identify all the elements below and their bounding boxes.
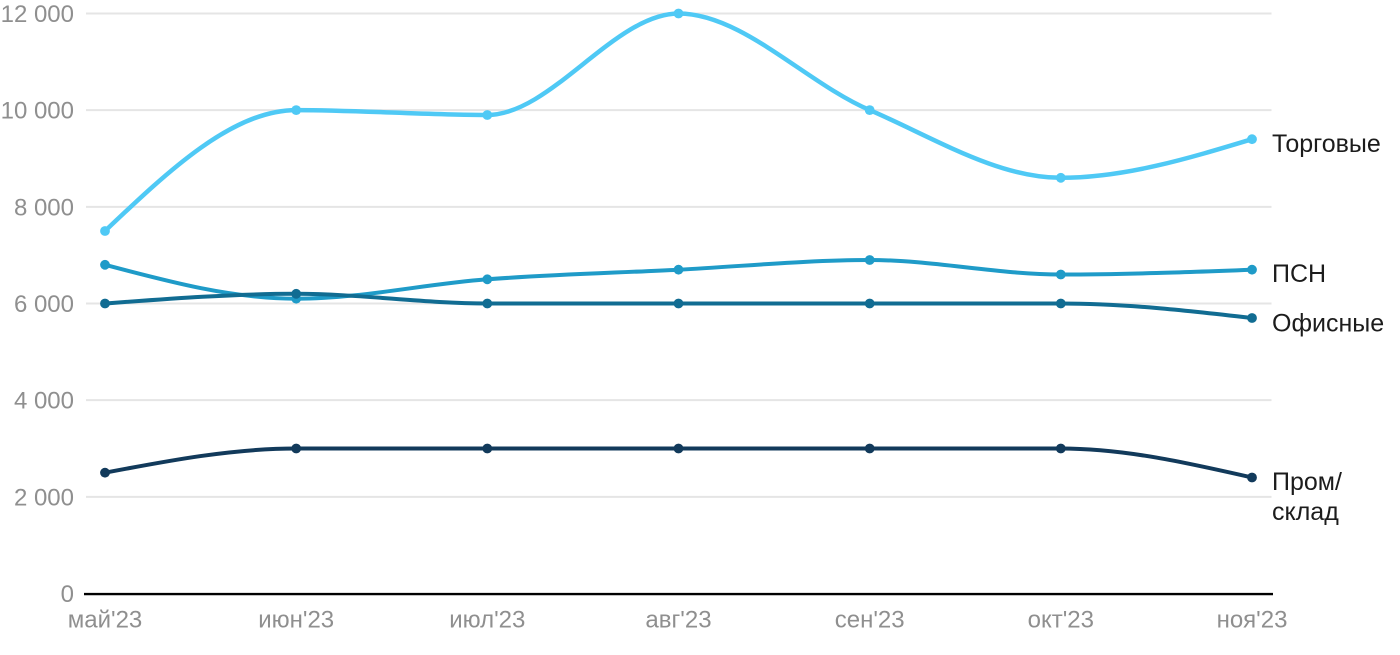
svg-text:10 000: 10 000: [1, 98, 74, 125]
svg-text:6 000: 6 000: [14, 291, 74, 318]
svg-text:июл'23: июл'23: [449, 607, 525, 634]
svg-text:окт'23: окт'23: [1028, 607, 1094, 634]
svg-text:2 000: 2 000: [14, 484, 74, 511]
svg-text:Торговые: Торговые: [1272, 130, 1381, 158]
svg-text:Пром/: Пром/: [1272, 468, 1342, 496]
svg-text:ноя'23: ноя'23: [1217, 607, 1288, 634]
svg-text:8 000: 8 000: [14, 194, 74, 221]
svg-text:4 000: 4 000: [14, 388, 74, 415]
svg-text:июн'23: июн'23: [258, 607, 334, 634]
svg-text:сен'23: сен'23: [835, 607, 905, 634]
svg-text:Офисные: Офисные: [1272, 310, 1384, 338]
svg-text:склад: склад: [1272, 498, 1339, 526]
svg-text:12 000: 12 000: [1, 1, 74, 28]
svg-text:май'23: май'23: [68, 607, 143, 634]
svg-text:ПСН: ПСН: [1272, 260, 1326, 288]
svg-text:авг'23: авг'23: [645, 607, 711, 634]
svg-text:0: 0: [61, 581, 74, 608]
